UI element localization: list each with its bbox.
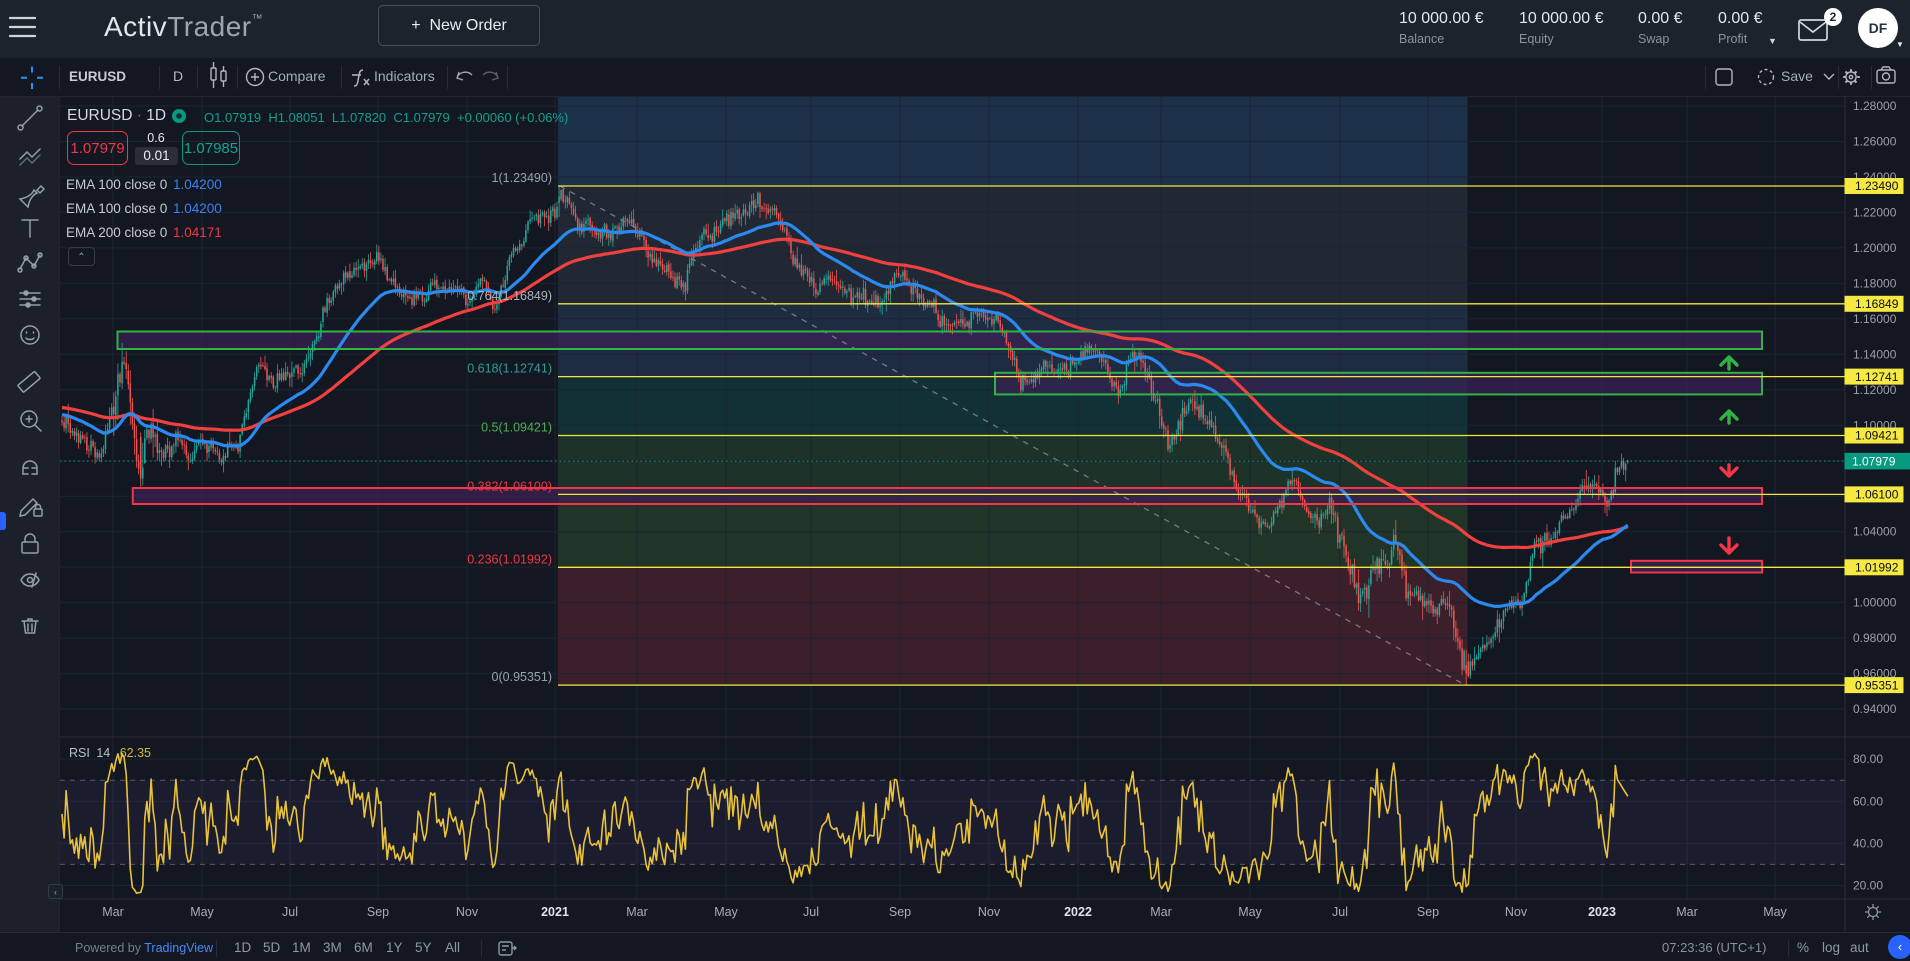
svg-text:1.16000: 1.16000 <box>1853 312 1897 326</box>
svg-text:40.00: 40.00 <box>1853 836 1883 850</box>
svg-text:1.23490: 1.23490 <box>1855 179 1899 193</box>
svg-text:Mar: Mar <box>102 905 124 919</box>
svg-text:Jul: Jul <box>1332 905 1348 919</box>
svg-text:1.12000: 1.12000 <box>1853 383 1897 397</box>
svg-text:0.764(1.16849): 0.764(1.16849) <box>467 289 552 303</box>
svg-text:0(0.95351): 0(0.95351) <box>492 670 552 684</box>
svg-text:Nov: Nov <box>456 905 479 919</box>
svg-text:0.98000: 0.98000 <box>1853 631 1897 645</box>
svg-text:Jul: Jul <box>803 905 819 919</box>
svg-text:2021: 2021 <box>541 905 569 919</box>
svg-text:80.00: 80.00 <box>1853 752 1883 766</box>
svg-text:1.18000: 1.18000 <box>1853 276 1897 290</box>
svg-text:1(1.23490): 1(1.23490) <box>492 171 552 185</box>
svg-text:0.94000: 0.94000 <box>1853 702 1897 716</box>
svg-text:1.26000: 1.26000 <box>1853 135 1897 149</box>
svg-text:1.12741: 1.12741 <box>1855 370 1899 384</box>
svg-text:60.00: 60.00 <box>1853 794 1883 808</box>
svg-text:Nov: Nov <box>1505 905 1528 919</box>
svg-text:0.5(1.09421): 0.5(1.09421) <box>481 421 552 435</box>
svg-text:0.618(1.12741): 0.618(1.12741) <box>467 362 552 376</box>
svg-text:1.06100: 1.06100 <box>1855 488 1899 502</box>
svg-text:Sep: Sep <box>367 905 389 919</box>
svg-text:1.09421: 1.09421 <box>1855 429 1899 443</box>
svg-text:Mar: Mar <box>1676 905 1698 919</box>
svg-text:Jul: Jul <box>282 905 298 919</box>
svg-text:May: May <box>1763 905 1787 919</box>
svg-text:1.04000: 1.04000 <box>1853 525 1897 539</box>
svg-text:0.236(1.01992): 0.236(1.01992) <box>467 552 552 566</box>
svg-text:1.22000: 1.22000 <box>1853 205 1897 219</box>
svg-text:1.20000: 1.20000 <box>1853 241 1897 255</box>
svg-text:Sep: Sep <box>1417 905 1439 919</box>
svg-text:20.00: 20.00 <box>1853 879 1883 893</box>
svg-text:2022: 2022 <box>1064 905 1092 919</box>
svg-text:1.28000: 1.28000 <box>1853 99 1897 113</box>
svg-text:Mar: Mar <box>626 905 648 919</box>
svg-text:Nov: Nov <box>978 905 1001 919</box>
svg-text:May: May <box>190 905 214 919</box>
svg-text:Mar: Mar <box>1150 905 1172 919</box>
svg-text:1.01992: 1.01992 <box>1855 561 1899 575</box>
svg-text:May: May <box>714 905 738 919</box>
svg-text:1.16849: 1.16849 <box>1855 297 1899 311</box>
svg-text:1.14000: 1.14000 <box>1853 347 1897 361</box>
svg-text:2023: 2023 <box>1588 905 1616 919</box>
svg-text:Sep: Sep <box>889 905 911 919</box>
svg-text:0.382(1.06100): 0.382(1.06100) <box>467 479 552 493</box>
svg-text:1.00000: 1.00000 <box>1853 596 1897 610</box>
svg-text:May: May <box>1238 905 1262 919</box>
svg-text:0.95351: 0.95351 <box>1855 678 1899 692</box>
svg-text:1.07979: 1.07979 <box>1852 455 1896 469</box>
